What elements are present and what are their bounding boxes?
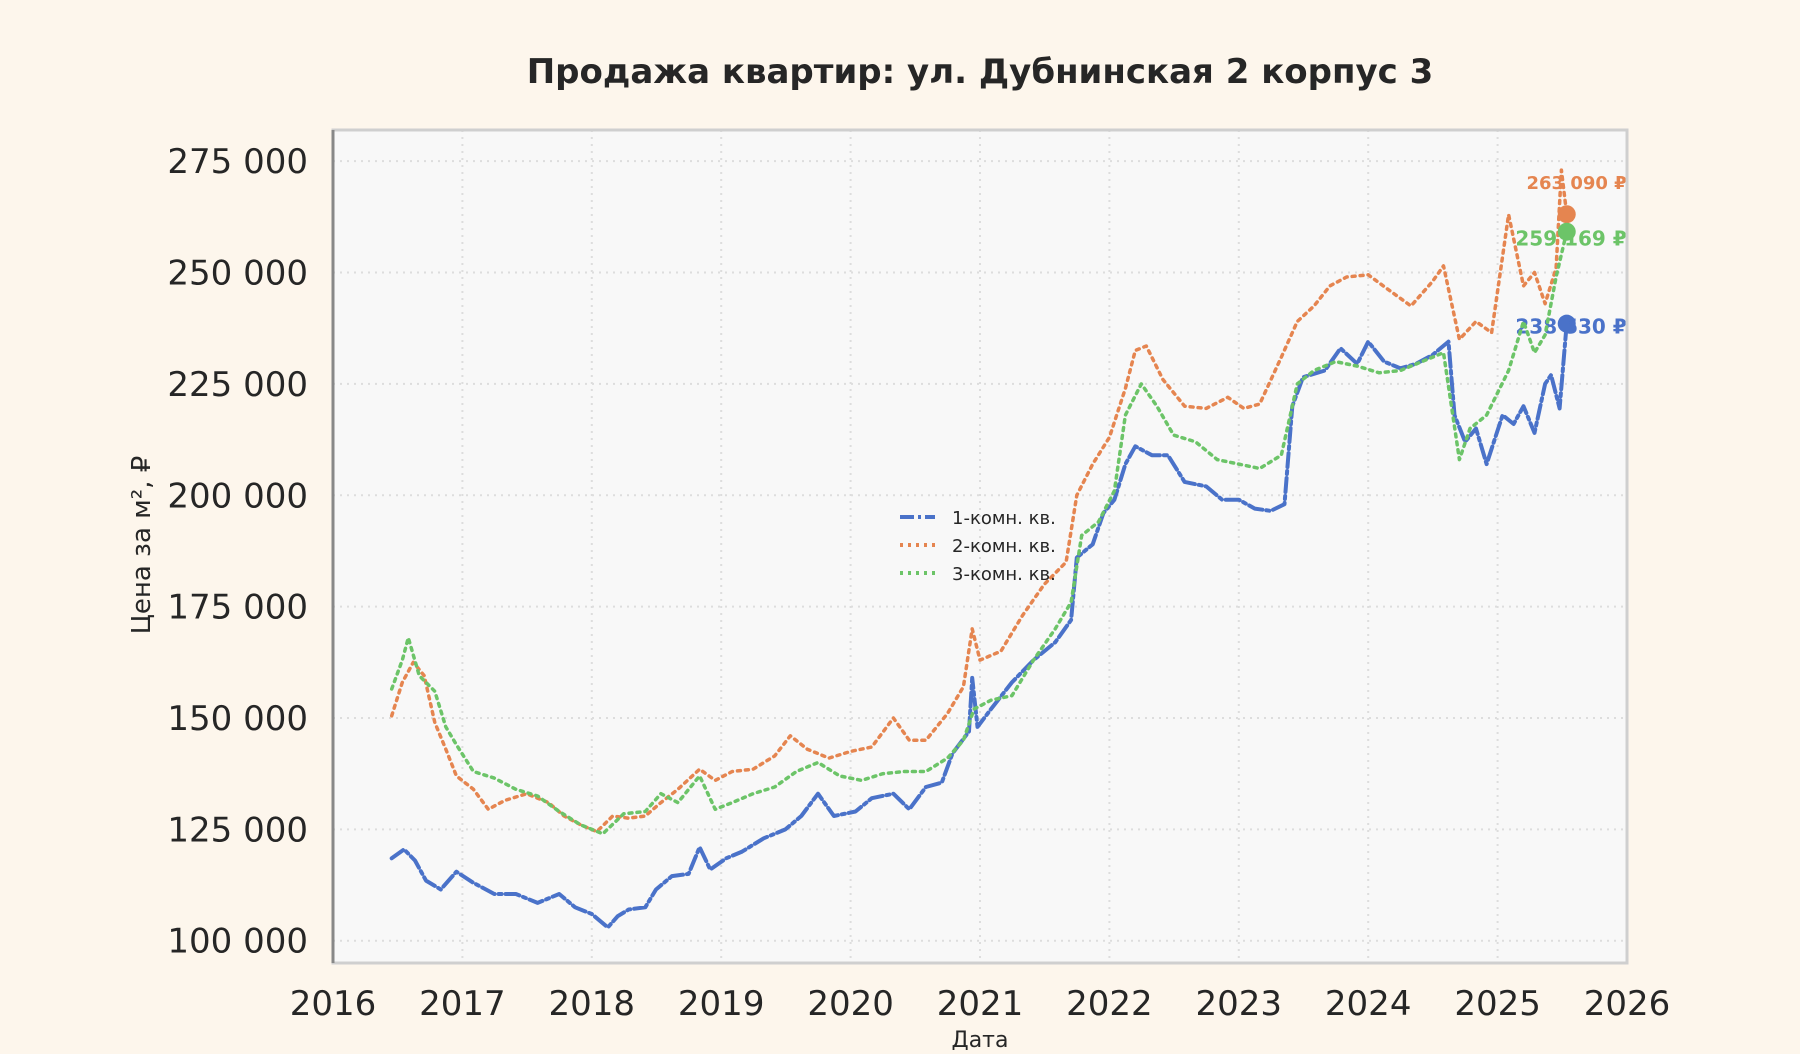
chart-title: Продажа квартир: ул. Дубнинская 2 корпус…	[527, 52, 1434, 92]
x-axis-ticks: 2016 2017 2018 2019 2020 2021 2022 2023 2024 2025…	[290, 984, 1671, 1024]
x-tick-label: 2018	[549, 984, 636, 1024]
x-tick-label: 2026	[1584, 984, 1671, 1024]
last-value-point	[1557, 205, 1576, 224]
x-tick-label: 2016	[290, 984, 377, 1024]
y-axis-ticks: 100 000 125 000 150 000 175 000 200 000 225 0…	[167, 142, 308, 962]
y-tick-label: 225 000	[167, 365, 308, 405]
y-tick-label: 275 000	[167, 142, 308, 182]
series-line	[389, 229, 1569, 836]
x-axis-label: Дата	[952, 1028, 1009, 1050]
legend-label: 3-комн. кв.	[952, 564, 1056, 585]
legend: 1-комн. кв. 2-комн. кв. 3-комн. кв.	[900, 508, 1056, 585]
y-tick-label: 100 000	[167, 922, 308, 962]
series-3: 259 169 ₽	[389, 222, 1627, 836]
y-tick-label: 250 000	[167, 254, 308, 294]
x-tick-label: 2022	[1066, 984, 1153, 1024]
last-value-point	[1557, 314, 1576, 333]
y-axis-label: Цена за м², ₽	[127, 456, 157, 635]
x-tick-label: 2020	[807, 984, 894, 1024]
last-value-label: 238 530 ₽	[1515, 315, 1626, 339]
y-tick-label: 175 000	[167, 588, 308, 628]
y-tick-label: 150 000	[167, 699, 308, 739]
y-tick-label: 200 000	[167, 476, 308, 516]
series-layer: 238 530 ₽ 263 090 ₽ 259 169 ₽	[389, 168, 1627, 930]
x-tick-label: 2023	[1196, 984, 1283, 1024]
x-tick-label: 2019	[678, 984, 765, 1024]
last-value-label: 259 169 ₽	[1515, 227, 1626, 251]
legend-label: 2-комн. кв.	[952, 536, 1056, 557]
x-tick-label: 2021	[937, 984, 1024, 1024]
last-value-label: 263 090 ₽	[1527, 173, 1627, 194]
last-value-point	[1557, 222, 1576, 241]
legend-label: 1-комн. кв.	[952, 508, 1056, 529]
x-tick-label: 2025	[1454, 984, 1541, 1024]
x-tick-label: 2024	[1325, 984, 1412, 1024]
x-tick-label: 2017	[419, 984, 506, 1024]
y-tick-label: 125 000	[167, 810, 308, 850]
